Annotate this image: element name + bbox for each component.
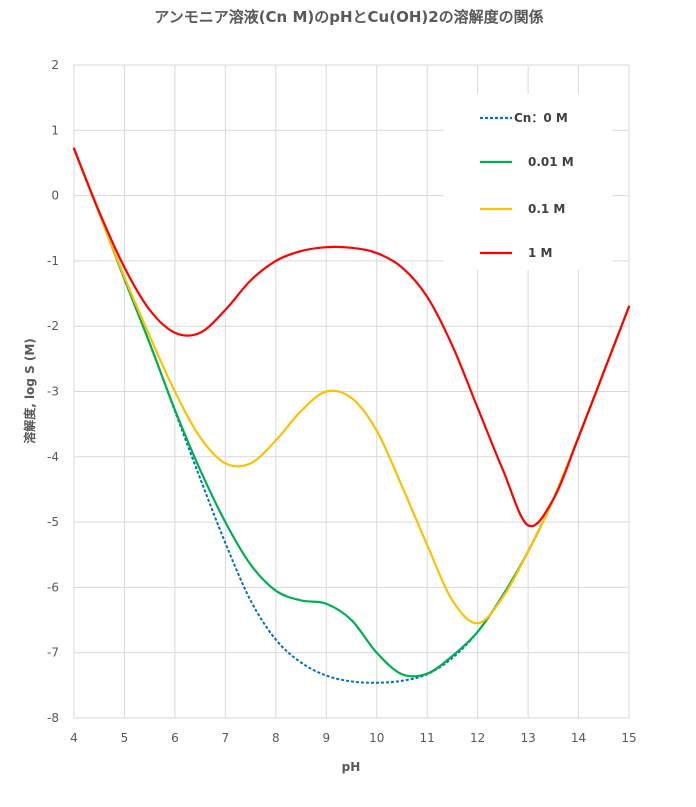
y-tick-label: -8 — [47, 711, 59, 725]
x-tick-label: 14 — [571, 731, 586, 745]
y-tick-label: -6 — [47, 580, 59, 594]
legend-label-0: Cn：0 M — [514, 111, 568, 125]
y-tick-label: -1 — [47, 254, 59, 268]
y-axis-label: 溶解度, log S (M) — [22, 338, 37, 444]
x-tick-label: 13 — [520, 731, 535, 745]
x-tick-label: 10 — [369, 731, 384, 745]
series-line-3 — [72, 147, 631, 528]
series-layer — [72, 147, 631, 684]
x-tick-label: 7 — [222, 731, 230, 745]
x-tick-label: 6 — [171, 731, 179, 745]
y-tick-label: -2 — [47, 319, 59, 333]
legend-label-3: 1 M — [528, 246, 552, 260]
x-tick-label: 11 — [420, 731, 435, 745]
series-line-2 — [72, 147, 631, 625]
y-tick-label: -5 — [47, 515, 59, 529]
x-tick-label: 8 — [272, 731, 280, 745]
legend-label-2: 0.1 M — [528, 202, 565, 216]
y-tick-label: -4 — [47, 450, 59, 464]
x-tick-label: 9 — [322, 731, 330, 745]
legend: Cn：0 M 0.01 M 0.1 M 1 M — [480, 111, 574, 260]
x-tick-label: 5 — [121, 731, 129, 745]
y-tick-label: 0 — [51, 189, 59, 203]
x-axis-ticks: 4 5 6 7 8 9 10 11 12 13 14 15 — [70, 731, 636, 745]
legend-label-1: 0.01 M — [528, 155, 574, 169]
x-tick-label: 12 — [470, 731, 485, 745]
y-axis-ticks: 2 1 0 -1 -2 -3 -4 -5 -6 -7 -8 — [47, 58, 59, 725]
x-axis-label: pH — [342, 760, 361, 774]
x-tick-label: 4 — [70, 731, 78, 745]
x-tick-label: 15 — [621, 731, 636, 745]
y-tick-label: -3 — [47, 385, 59, 399]
y-tick-label: -7 — [47, 646, 59, 660]
chart-title: アンモニア溶液(Cn M)のpHとCu(OH)2の溶解度の関係 — [154, 8, 543, 26]
y-tick-label: 2 — [51, 58, 59, 72]
y-tick-label: 1 — [51, 123, 59, 137]
legend-box — [444, 94, 612, 270]
